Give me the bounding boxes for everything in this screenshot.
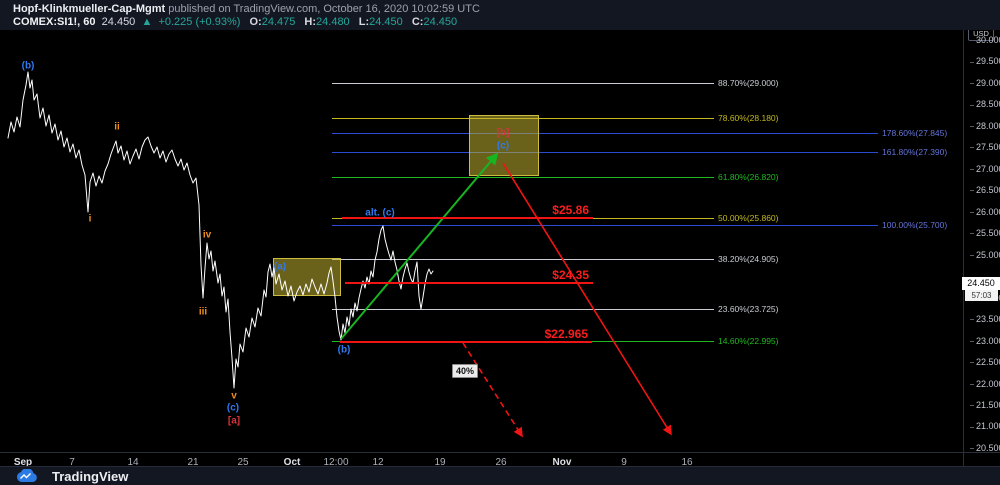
price-tick-label: 22.500 — [970, 357, 1000, 367]
fib-level-label: 78.60%(28.180) — [718, 113, 779, 123]
wave-label: [b] — [496, 127, 510, 139]
fib-level-label: 61.80%(26.820) — [718, 172, 779, 182]
time-tick-label: 9 — [621, 457, 627, 468]
time-tick-label: 7 — [69, 457, 75, 468]
price-tick-label: 25.000 — [970, 250, 1000, 260]
fib-level-line — [332, 133, 878, 134]
price-target-label: $24.35 — [552, 268, 589, 282]
time-tick-label: Oct — [283, 457, 301, 468]
time-tick-label: Sep — [13, 457, 33, 468]
bearish-dashed-projection-arrow — [462, 342, 523, 438]
wave-label: (c) — [496, 140, 510, 152]
fib-level-label: 38.20%(24.905) — [718, 254, 779, 264]
price-tick-label: 21.000 — [970, 421, 1000, 431]
wave-label: v — [231, 390, 237, 402]
price-axis-border — [963, 30, 964, 466]
price-tick-label: 28.000 — [970, 121, 1000, 131]
time-tick-label: 19 — [434, 457, 446, 468]
price-tick-label: 28.500 — [970, 99, 1000, 109]
wave-label: (c) — [226, 402, 240, 414]
change-arrow-icon: ▲ — [141, 16, 153, 28]
price-tick-label: 20.500 — [970, 443, 1000, 453]
time-tick-label: 14 — [127, 457, 139, 468]
fib-level-label: 100.00%(25.700) — [882, 220, 948, 230]
price-tick-label: 29.000 — [970, 78, 1000, 88]
wave-label: (b) — [21, 60, 35, 72]
price-target-label: $22.965 — [544, 327, 588, 341]
price-change: +0.225 (+0.93%) — [158, 16, 241, 28]
fib-level-line — [332, 177, 714, 178]
time-tick-label: 25 — [237, 457, 249, 468]
fib-level-line — [332, 259, 714, 260]
fib-level-line — [332, 225, 878, 226]
low-label: L: — [358, 16, 370, 28]
fib-level-label: 178.60%(27.845) — [882, 128, 948, 138]
wave-label: (a) — [273, 261, 287, 273]
price-tick-label: 25.500 — [970, 228, 1000, 238]
wave-label: (b) — [337, 344, 351, 356]
wave-label: i — [88, 213, 92, 225]
price-tick-label: 26.000 — [970, 207, 1000, 217]
fib-level-line — [332, 309, 714, 310]
price-tick-label: 23.000 — [970, 336, 1000, 346]
chart-header: Hopf-Klinkmueller-Cap-Mgmt published on … — [0, 0, 1000, 30]
bar-countdown-label: 57:03 — [965, 290, 998, 301]
wave-label: ii — [114, 121, 120, 133]
time-axis-border — [0, 452, 1000, 453]
price-tick-label: 27.000 — [970, 164, 1000, 174]
close-label: C: — [411, 16, 424, 28]
footer-bar: TradingView — [0, 466, 1000, 485]
drawings-overlay — [7, 71, 672, 438]
author-name: Hopf-Klinkmueller-Cap-Mgmt — [13, 3, 166, 15]
last-price: 24.450 — [101, 16, 136, 28]
time-tick-label: 12:00 — [323, 457, 349, 468]
time-tick-label: Nov — [552, 457, 572, 468]
probability-callout: 40% — [452, 364, 479, 378]
wave-label: iv — [202, 229, 212, 241]
fib-level-line — [332, 83, 714, 84]
price-tick-label: 27.500 — [970, 142, 1000, 152]
wave-label: alt. (c) — [365, 207, 395, 219]
chart-canvas[interactable]: USD 40% 24.450 57:03 30.00029.50029.0002… — [0, 27, 1000, 468]
open-label: O: — [249, 16, 262, 28]
price-target-label: $25.86 — [552, 203, 589, 217]
fib-level-label: 23.60%(23.725) — [718, 304, 779, 314]
time-tick-label: 21 — [187, 457, 199, 468]
price-target-line — [340, 341, 592, 343]
open-value: 24.475 — [261, 16, 296, 28]
wave-label: iii — [198, 306, 208, 318]
price-target-line — [345, 282, 593, 284]
tradingview-logo-icon[interactable] — [14, 469, 46, 485]
bullish-projection-arrow — [340, 152, 499, 340]
high-value: 24.480 — [316, 16, 350, 28]
wave-label: [a] — [227, 415, 241, 427]
price-tick-label: 30.000 — [970, 35, 1000, 45]
time-tick-label: 12 — [372, 457, 384, 468]
price-tick-label: 22.000 — [970, 379, 1000, 389]
price-tick-label: 23.500 — [970, 314, 1000, 324]
publish-byline: Hopf-Klinkmueller-Cap-Mgmt published on … — [13, 3, 480, 15]
fib-level-label: 14.60%(22.995) — [718, 336, 779, 346]
publish-info: published on TradingView.com, October 16… — [165, 3, 480, 15]
high-label: H: — [304, 16, 317, 28]
fib-level-label: 88.70%(29.000) — [718, 78, 779, 88]
tradingview-brand[interactable]: TradingView — [52, 469, 129, 484]
price-tick-label: 26.500 — [970, 185, 1000, 195]
fib-level-label: 161.80%(27.390) — [882, 147, 948, 157]
symbol-name: COMEX:SI1!, 60 — [13, 16, 96, 28]
price-tick-label: 29.500 — [970, 56, 1000, 66]
fib-level-label: 50.00%(25.860) — [718, 213, 779, 223]
low-value: 24.450 — [369, 16, 403, 28]
fib-level-line — [332, 152, 878, 153]
close-value: 24.450 — [423, 16, 458, 28]
time-tick-label: 16 — [681, 457, 693, 468]
current-price-axis-label: 24.450 — [962, 277, 1000, 290]
time-tick-label: 26 — [495, 457, 507, 468]
symbol-status-line: COMEX:SI1!, 60 24.450 ▲ +0.225 (+0.93%) … — [13, 16, 457, 28]
price-tick-label: 21.500 — [970, 400, 1000, 410]
